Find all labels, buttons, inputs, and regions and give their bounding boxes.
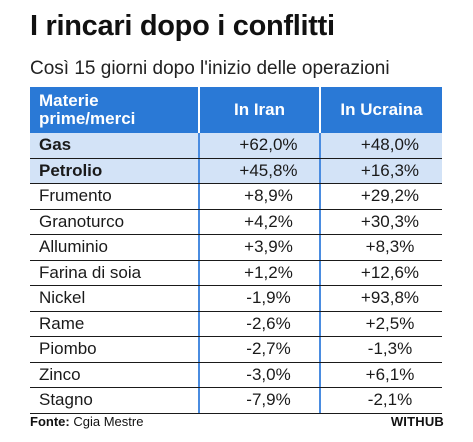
row-name: Stagno [39,390,93,410]
row-ucraina-value: +48,0% [319,133,442,158]
row-iran-value: +1,2% [198,260,319,285]
row-iran-value: +4,2% [198,209,319,234]
source-label: Fonte: [30,414,70,429]
row-ucraina-value: +8,3% [319,235,442,260]
table-row: Alluminio +3,9% +8,3% [30,235,442,261]
row-name: Petrolio [39,160,103,180]
table-row: Zinco -3,0% +6,1% [30,362,442,388]
row-name: Gas [39,135,72,155]
header-materie-line1: Materie [39,91,99,110]
row-ucraina-value: +12,6% [319,260,442,285]
row-name: Granoturco [39,211,125,231]
table-row: Piombo -2,7% -1,3% [30,337,442,363]
page-subtitle: Così 15 giorni dopo l'inizio delle opera… [30,58,390,79]
table-row: Stagno -7,9% -2,1% [30,388,442,414]
bottom-bar [0,437,473,442]
row-name: Farina di soia [39,262,142,282]
table-row: Rame -2,6% +2,5% [30,311,442,337]
row-iran-value: -2,6% [198,311,319,336]
row-ucraina-value: +16,3% [319,158,442,183]
row-name: Alluminio [39,237,108,257]
row-ucraina-value: -2,1% [319,388,442,413]
row-ucraina-value: -1,3% [319,337,442,362]
data-table: Materie prime/merci In Iran In Ucraina G… [30,87,442,414]
table-row: Gas +62,0% +48,0% [30,133,442,159]
page-title: I rincari dopo i conflitti [30,10,335,42]
row-name: Frumento [39,186,112,206]
row-ucraina-value: +2,5% [319,311,442,336]
row-ucraina-value: +93,8% [319,286,442,311]
row-iran-value: -3,0% [198,362,319,387]
row-iran-value: +62,0% [198,133,319,158]
header-ucraina: In Ucraina [319,87,442,133]
table-row: Nickel -1,9% +93,8% [30,286,442,312]
row-ucraina-value: +29,2% [319,184,442,209]
header-materie: Materie prime/merci [30,87,198,133]
row-iran-value: +3,9% [198,235,319,260]
row-name: Rame [39,313,85,333]
table-row: Granoturco +4,2% +30,3% [30,209,442,235]
header-iran: In Iran [198,87,319,133]
header-materie-line2: prime/merci [39,109,136,128]
table-header: Materie prime/merci In Iran In Ucraina [30,87,442,133]
table-row: Frumento +8,9% +29,2% [30,184,442,210]
row-name: Zinco [39,364,81,384]
brand-logo: WITHUB [390,414,444,429]
table-row: Petrolio +45,8% +16,3% [30,158,442,184]
row-ucraina-value: +30,3% [319,209,442,234]
row-iran-value: -1,9% [198,286,319,311]
source-note: Fonte: Cgia Mestre [30,414,143,429]
row-iran-value: -7,9% [198,388,319,413]
row-ucraina-value: +6,1% [319,362,442,387]
row-name: Piombo [39,339,97,359]
row-iran-value: +8,9% [198,184,319,209]
row-name: Nickel [39,288,86,308]
source-value: Cgia Mestre [73,414,144,429]
row-iran-value: +45,8% [198,158,319,183]
table-row: Farina di soia +1,2% +12,6% [30,260,442,286]
row-iran-value: -2,7% [198,337,319,362]
